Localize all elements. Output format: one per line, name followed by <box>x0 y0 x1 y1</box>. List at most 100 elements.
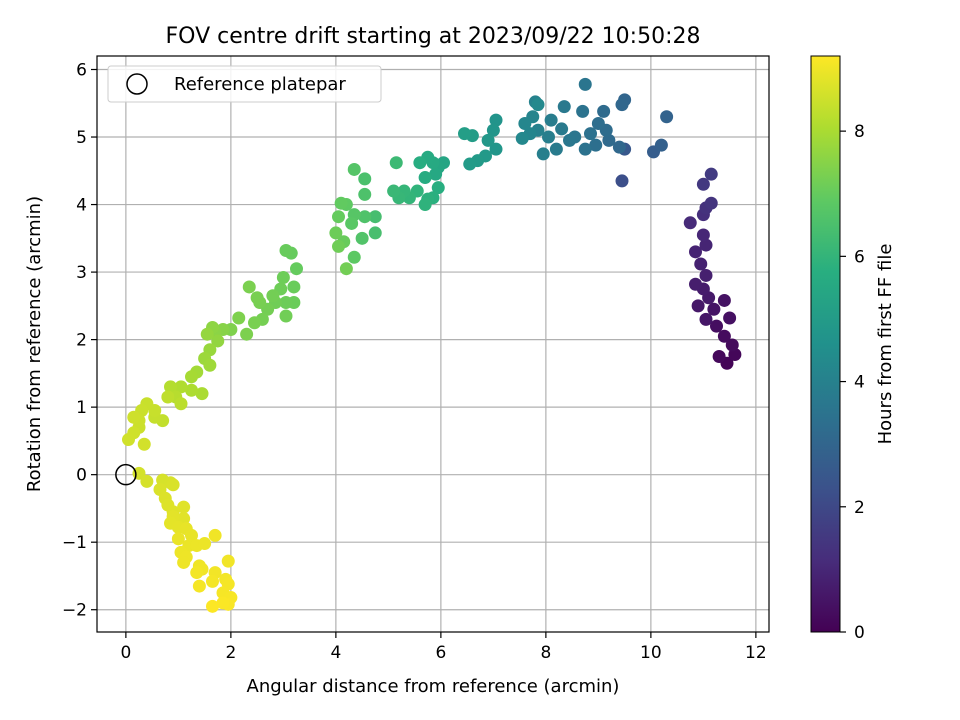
scatter-point <box>290 262 303 276</box>
scatter-point <box>694 257 708 271</box>
scatter-point <box>127 410 141 424</box>
scatter-point <box>518 117 532 131</box>
scatter-point <box>531 98 545 112</box>
scatter-point <box>240 327 254 341</box>
scatter-point <box>248 316 261 330</box>
scatter-point <box>166 478 180 492</box>
scatter-point <box>171 532 185 546</box>
scatter-point <box>717 293 731 307</box>
scatter-point <box>332 239 345 253</box>
scatter-point <box>463 157 477 171</box>
colorbar-tick-label: 0 <box>854 623 865 643</box>
y-axis-label: Rotation from reference (arcmin) <box>24 196 45 492</box>
scatter-point <box>557 100 571 114</box>
scatter-point <box>699 238 713 252</box>
y-tick-label: 6 <box>76 61 87 81</box>
scatter-point <box>211 334 225 348</box>
scatter-point <box>279 295 293 309</box>
scatter-point <box>710 319 723 333</box>
scatter-point <box>615 174 629 188</box>
scatter-point <box>221 554 235 568</box>
scatter-point <box>198 537 212 551</box>
scatter-point <box>355 231 369 245</box>
scatter-point <box>725 338 739 352</box>
scatter-point <box>266 289 280 303</box>
scatter-point <box>161 390 175 404</box>
x-tick-label: 0 <box>120 643 131 663</box>
y-tick-label: 1 <box>76 398 87 418</box>
scatter-point <box>683 216 697 230</box>
scatter-point <box>190 566 204 580</box>
x-tick-label: 6 <box>435 643 446 663</box>
scatter-point <box>329 226 343 240</box>
scatter-point <box>418 198 432 212</box>
scatter-point <box>203 358 217 372</box>
scatter-point <box>185 370 198 384</box>
x-tick-label: 4 <box>330 643 341 663</box>
colorbar-tick-label: 8 <box>854 122 865 142</box>
scatter-point <box>712 349 726 363</box>
y-tick-label: −1 <box>62 533 87 553</box>
scatter-point <box>418 171 432 185</box>
scatter-point <box>206 574 219 588</box>
reference-platepar-marker <box>115 463 137 486</box>
scatter-point <box>208 528 222 542</box>
scatter-point <box>242 280 256 294</box>
scatter-point <box>185 528 198 542</box>
scatter-point <box>279 309 293 323</box>
scatter-point <box>602 133 616 147</box>
scatter-point <box>707 302 721 316</box>
scatter-point <box>660 110 674 124</box>
scatter-point <box>704 167 718 181</box>
scatter-point <box>555 122 569 136</box>
scatter-point <box>200 327 214 341</box>
scatter-point <box>699 268 713 282</box>
x-tick-label: 8 <box>540 643 551 663</box>
colorbar-label: Hours from first FF file <box>875 244 896 445</box>
scatter-point <box>591 117 605 131</box>
scatter-point <box>137 437 151 451</box>
scatter-point <box>347 250 361 264</box>
y-tick-label: −2 <box>62 601 87 621</box>
scatter-point <box>413 156 427 170</box>
scatter-point <box>544 113 558 127</box>
scatter-point <box>122 433 135 447</box>
scatter-point <box>578 142 592 156</box>
scatter-point <box>177 500 191 514</box>
y-tick-label: 4 <box>76 196 87 216</box>
scatter-point <box>429 167 443 181</box>
scatter-point <box>615 98 629 112</box>
scatter-point <box>345 216 359 230</box>
scatter-point <box>164 380 177 394</box>
scatter-point <box>174 397 188 411</box>
scatter-point <box>696 177 710 191</box>
scatter-point <box>339 262 353 276</box>
scatter-point <box>696 228 710 242</box>
y-tick-label: 3 <box>76 263 87 283</box>
scatter-point <box>206 599 219 613</box>
scatter-point <box>689 245 702 259</box>
scatter-point <box>536 147 550 161</box>
scatter-point <box>704 196 718 210</box>
scatter-point <box>287 280 301 294</box>
y-tick-label: 0 <box>76 466 87 486</box>
scatter-point <box>578 77 592 91</box>
scatter-point <box>140 474 154 488</box>
x-tick-label: 2 <box>225 643 236 663</box>
y-tick-label: 5 <box>76 128 87 148</box>
scatter-point <box>387 184 401 198</box>
scatter-point <box>358 187 372 201</box>
scatter-point <box>515 131 529 145</box>
x-tick-label: 12 <box>745 643 767 663</box>
x-axis-label: Angular distance from reference (arcmin) <box>247 676 620 697</box>
scatter-point <box>174 380 188 394</box>
colorbar-tick-label: 6 <box>854 247 865 267</box>
scatter-point <box>576 104 590 118</box>
colorbar-tick-label: 2 <box>854 498 865 518</box>
y-tick-label: 2 <box>76 331 87 351</box>
legend: Reference platepar <box>107 65 382 103</box>
scatter-point <box>589 138 603 152</box>
scatter-point <box>358 210 372 224</box>
